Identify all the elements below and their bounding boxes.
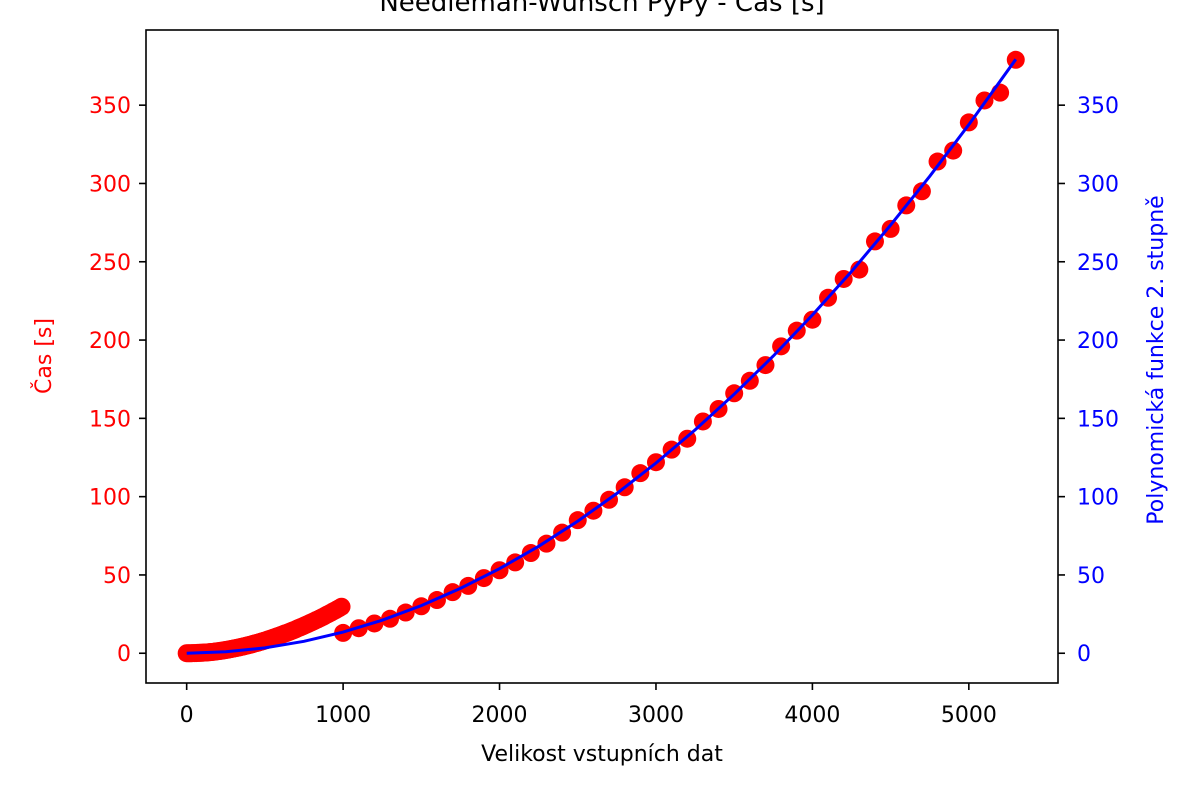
y-left-tick-label: 50 (103, 564, 131, 589)
x-tick-label: 2000 (472, 703, 528, 728)
plot-marks (177, 50, 1025, 663)
y-right-tick-label: 200 (1077, 329, 1119, 354)
scatter-point (928, 152, 947, 171)
y-right-tick-label: 50 (1077, 564, 1105, 589)
x-tick-label: 1000 (315, 703, 371, 728)
y-axis-left: 0 50 100 150 200 250 300 350 (89, 94, 146, 667)
chart-title: Needleman-Wunsch PyPy - Čas [s] (379, 0, 824, 18)
y-right-tick-label: 100 (1077, 486, 1119, 511)
y-right-tick-label: 0 (1077, 642, 1091, 667)
y-right-tick-label: 250 (1077, 251, 1119, 276)
y-axis-left-title: Čas [s] (31, 318, 57, 394)
plot-frame (145, 29, 1059, 684)
y-left-tick-label: 250 (89, 251, 131, 276)
scatter-point (991, 83, 1010, 102)
y-right-tick-label: 150 (1077, 407, 1119, 432)
fit-line (186, 58, 1018, 655)
y-axis-right-title: Polynomická funkce 2. stupně (1144, 195, 1169, 524)
scatter-point (803, 310, 822, 329)
x-axis-title: Velikost vstupních dat (481, 742, 723, 767)
scatter-point (881, 219, 900, 238)
x-tick-label: 0 (180, 703, 194, 728)
x-tick-label: 4000 (784, 703, 840, 728)
x-tick-label: 5000 (941, 703, 997, 728)
scatter-point (912, 182, 931, 201)
x-axis: 0 1000 2000 3000 4000 5000 (180, 683, 997, 728)
y-right-tick-label: 350 (1077, 94, 1119, 119)
scatter-point (944, 141, 963, 160)
y-left-tick-label: 200 (89, 329, 131, 354)
y-axis-right: 0 50 100 150 200 250 300 350 (1058, 94, 1119, 667)
y-left-tick-label: 350 (89, 94, 131, 119)
y-left-tick-label: 100 (89, 486, 131, 511)
x-tick-label: 3000 (628, 703, 684, 728)
y-left-tick-label: 300 (89, 172, 131, 197)
y-left-tick-label: 0 (117, 642, 131, 667)
scatter-point (332, 597, 351, 616)
y-right-tick-label: 300 (1077, 172, 1119, 197)
y-left-tick-label: 150 (89, 407, 131, 432)
scatter-point (850, 260, 869, 279)
